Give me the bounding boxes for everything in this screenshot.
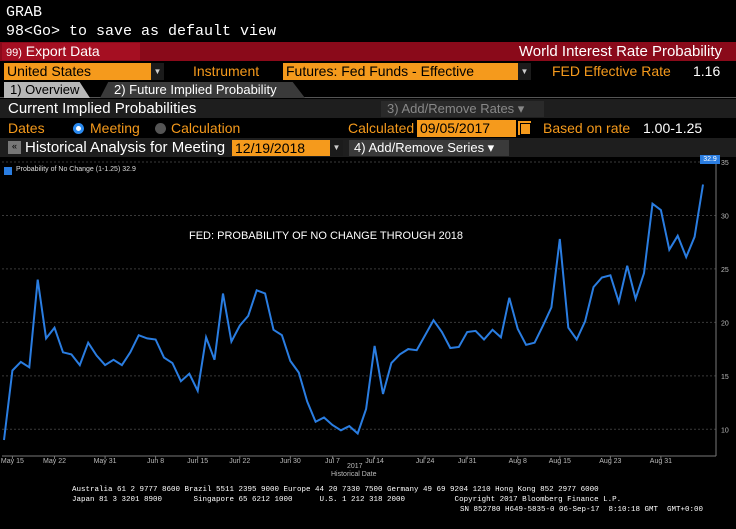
- last-value-badge: 32.9: [700, 155, 720, 164]
- legend-swatch: [4, 167, 12, 175]
- based-on-rate-value: 1.00-1.25: [643, 120, 703, 136]
- x-tick-label: Jun 30: [280, 458, 301, 465]
- export-label: Export Data: [25, 43, 100, 59]
- y-tick-label: 10: [721, 427, 729, 434]
- x-tick-label: Jul 14: [365, 458, 384, 465]
- calculated-label: Calculated: [348, 120, 415, 136]
- y-tick-label: 25: [721, 267, 729, 274]
- instrument-value: Futures: Fed Funds - Effective: [286, 63, 475, 79]
- meeting-date-value: 12/19/2018: [235, 140, 306, 156]
- chart-annotation: FED: PROBABILITY OF NO CHANGE THROUGH 20…: [189, 230, 464, 242]
- meeting-date-select[interactable]: 12/19/2018 ▼: [232, 140, 343, 156]
- tab-divider: [0, 97, 736, 98]
- chart[interactable]: 10 15 20 25 30 35 May 15 May 22 May 31 Jun 8 Jun …: [0, 158, 736, 486]
- x-tick-label: Jul 24: [416, 458, 435, 465]
- footer-contacts-1: Australia 61 2 9777 8600 Brazil 5511 239…: [72, 486, 599, 494]
- x-tick-label: Jun 22: [229, 458, 250, 465]
- fed-rate-label: FED Effective Rate: [552, 63, 671, 79]
- x-tick-label: Jul 31: [458, 458, 477, 465]
- legend-entry[interactable]: Probability of No Change (1-1.25) 32.9: [16, 165, 136, 175]
- calendar-icon[interactable]: [518, 121, 531, 135]
- x-tick-label: Jun 15: [187, 458, 208, 465]
- meeting-radio[interactable]: [73, 123, 84, 134]
- header-bar: [0, 42, 736, 61]
- meeting-radio-label[interactable]: Meeting: [90, 120, 140, 136]
- chevron-down-icon[interactable]: ▼: [151, 63, 164, 80]
- calculation-radio[interactable]: [155, 123, 166, 134]
- dates-label: Dates: [8, 120, 45, 136]
- y-tick-label: 15: [721, 374, 729, 381]
- x-tick-label: Aug 8: [509, 458, 527, 465]
- collapse-icon[interactable]: «: [8, 141, 21, 154]
- x-axis-title: Historical Date: [331, 471, 377, 478]
- y-tick-label: 30: [721, 213, 729, 220]
- country-value: United States: [7, 63, 92, 79]
- x-tick-label: Aug 15: [549, 458, 571, 465]
- series-line: [3, 184, 704, 441]
- section-title: Current Implied Probabilities: [8, 100, 197, 117]
- footer-session-info: SN 852780 H649-5835-0 06-Sep-17 8:10:18 …: [460, 506, 704, 514]
- section-header: [0, 99, 736, 118]
- legend-series-value: 32.9: [122, 166, 136, 173]
- y-tick-label: 20: [721, 320, 729, 327]
- export-number: 99): [6, 47, 22, 59]
- page-title: World Interest Rate Probability: [518, 43, 722, 60]
- instrument-select[interactable]: Futures: Fed Funds - Effective ▼: [283, 63, 531, 80]
- export-data-button[interactable]: 99) Export Data: [2, 43, 140, 60]
- y-tick-label: 35: [721, 160, 729, 167]
- legend-series-name: Probability of No Change (1-1.25): [16, 166, 121, 173]
- chart-grid: [2, 161, 716, 430]
- add-remove-rates-button[interactable]: 3) Add/Remove Rates ▾: [381, 101, 544, 117]
- chevron-down-icon[interactable]: ▼: [518, 63, 531, 80]
- x-tick-label: May 31: [94, 458, 117, 465]
- country-select[interactable]: United States ▼: [4, 63, 164, 80]
- add-remove-series-button[interactable]: 4) Add/Remove Series ▾: [349, 140, 509, 156]
- x-tick-label: May 22: [43, 458, 66, 465]
- x-tick-label: Jul 7: [325, 458, 340, 465]
- based-on-rate-label: Based on rate: [543, 120, 631, 136]
- chevron-down-icon[interactable]: ▼: [330, 140, 343, 156]
- footer-contacts-2: Japan 81 3 3201 8900 Singapore 65 6212 1…: [72, 496, 622, 504]
- x-tick-label: Aug 23: [599, 458, 621, 465]
- x-tick-label: May 15: [1, 458, 24, 465]
- x-axis-ticks: May 15 May 22 May 31 Jun 8 Jun 15 Jun 22 Jun 3…: [1, 456, 672, 465]
- command-line-2: 98<Go> to save as default view: [6, 23, 277, 40]
- command-line-1: GRAB: [6, 4, 43, 21]
- y-axis-ticks: 10 15 20 25 30 35: [721, 160, 729, 434]
- x-tick-label: Jun 8: [147, 458, 164, 465]
- calculated-date-input[interactable]: 09/05/2017: [417, 120, 516, 137]
- tab-future-implied-probability[interactable]: 2) Future Implied Probability: [100, 82, 305, 98]
- calculation-radio-label[interactable]: Calculation: [171, 120, 241, 136]
- x-tick-label: Aug 31: [650, 458, 672, 465]
- instrument-label: Instrument: [193, 63, 260, 79]
- tab-overview[interactable]: 1) Overview: [4, 82, 90, 98]
- fed-rate-value: 1.16: [693, 63, 721, 79]
- historical-title: Historical Analysis for Meeting: [25, 139, 226, 156]
- x-axis-year: 2017: [347, 463, 363, 470]
